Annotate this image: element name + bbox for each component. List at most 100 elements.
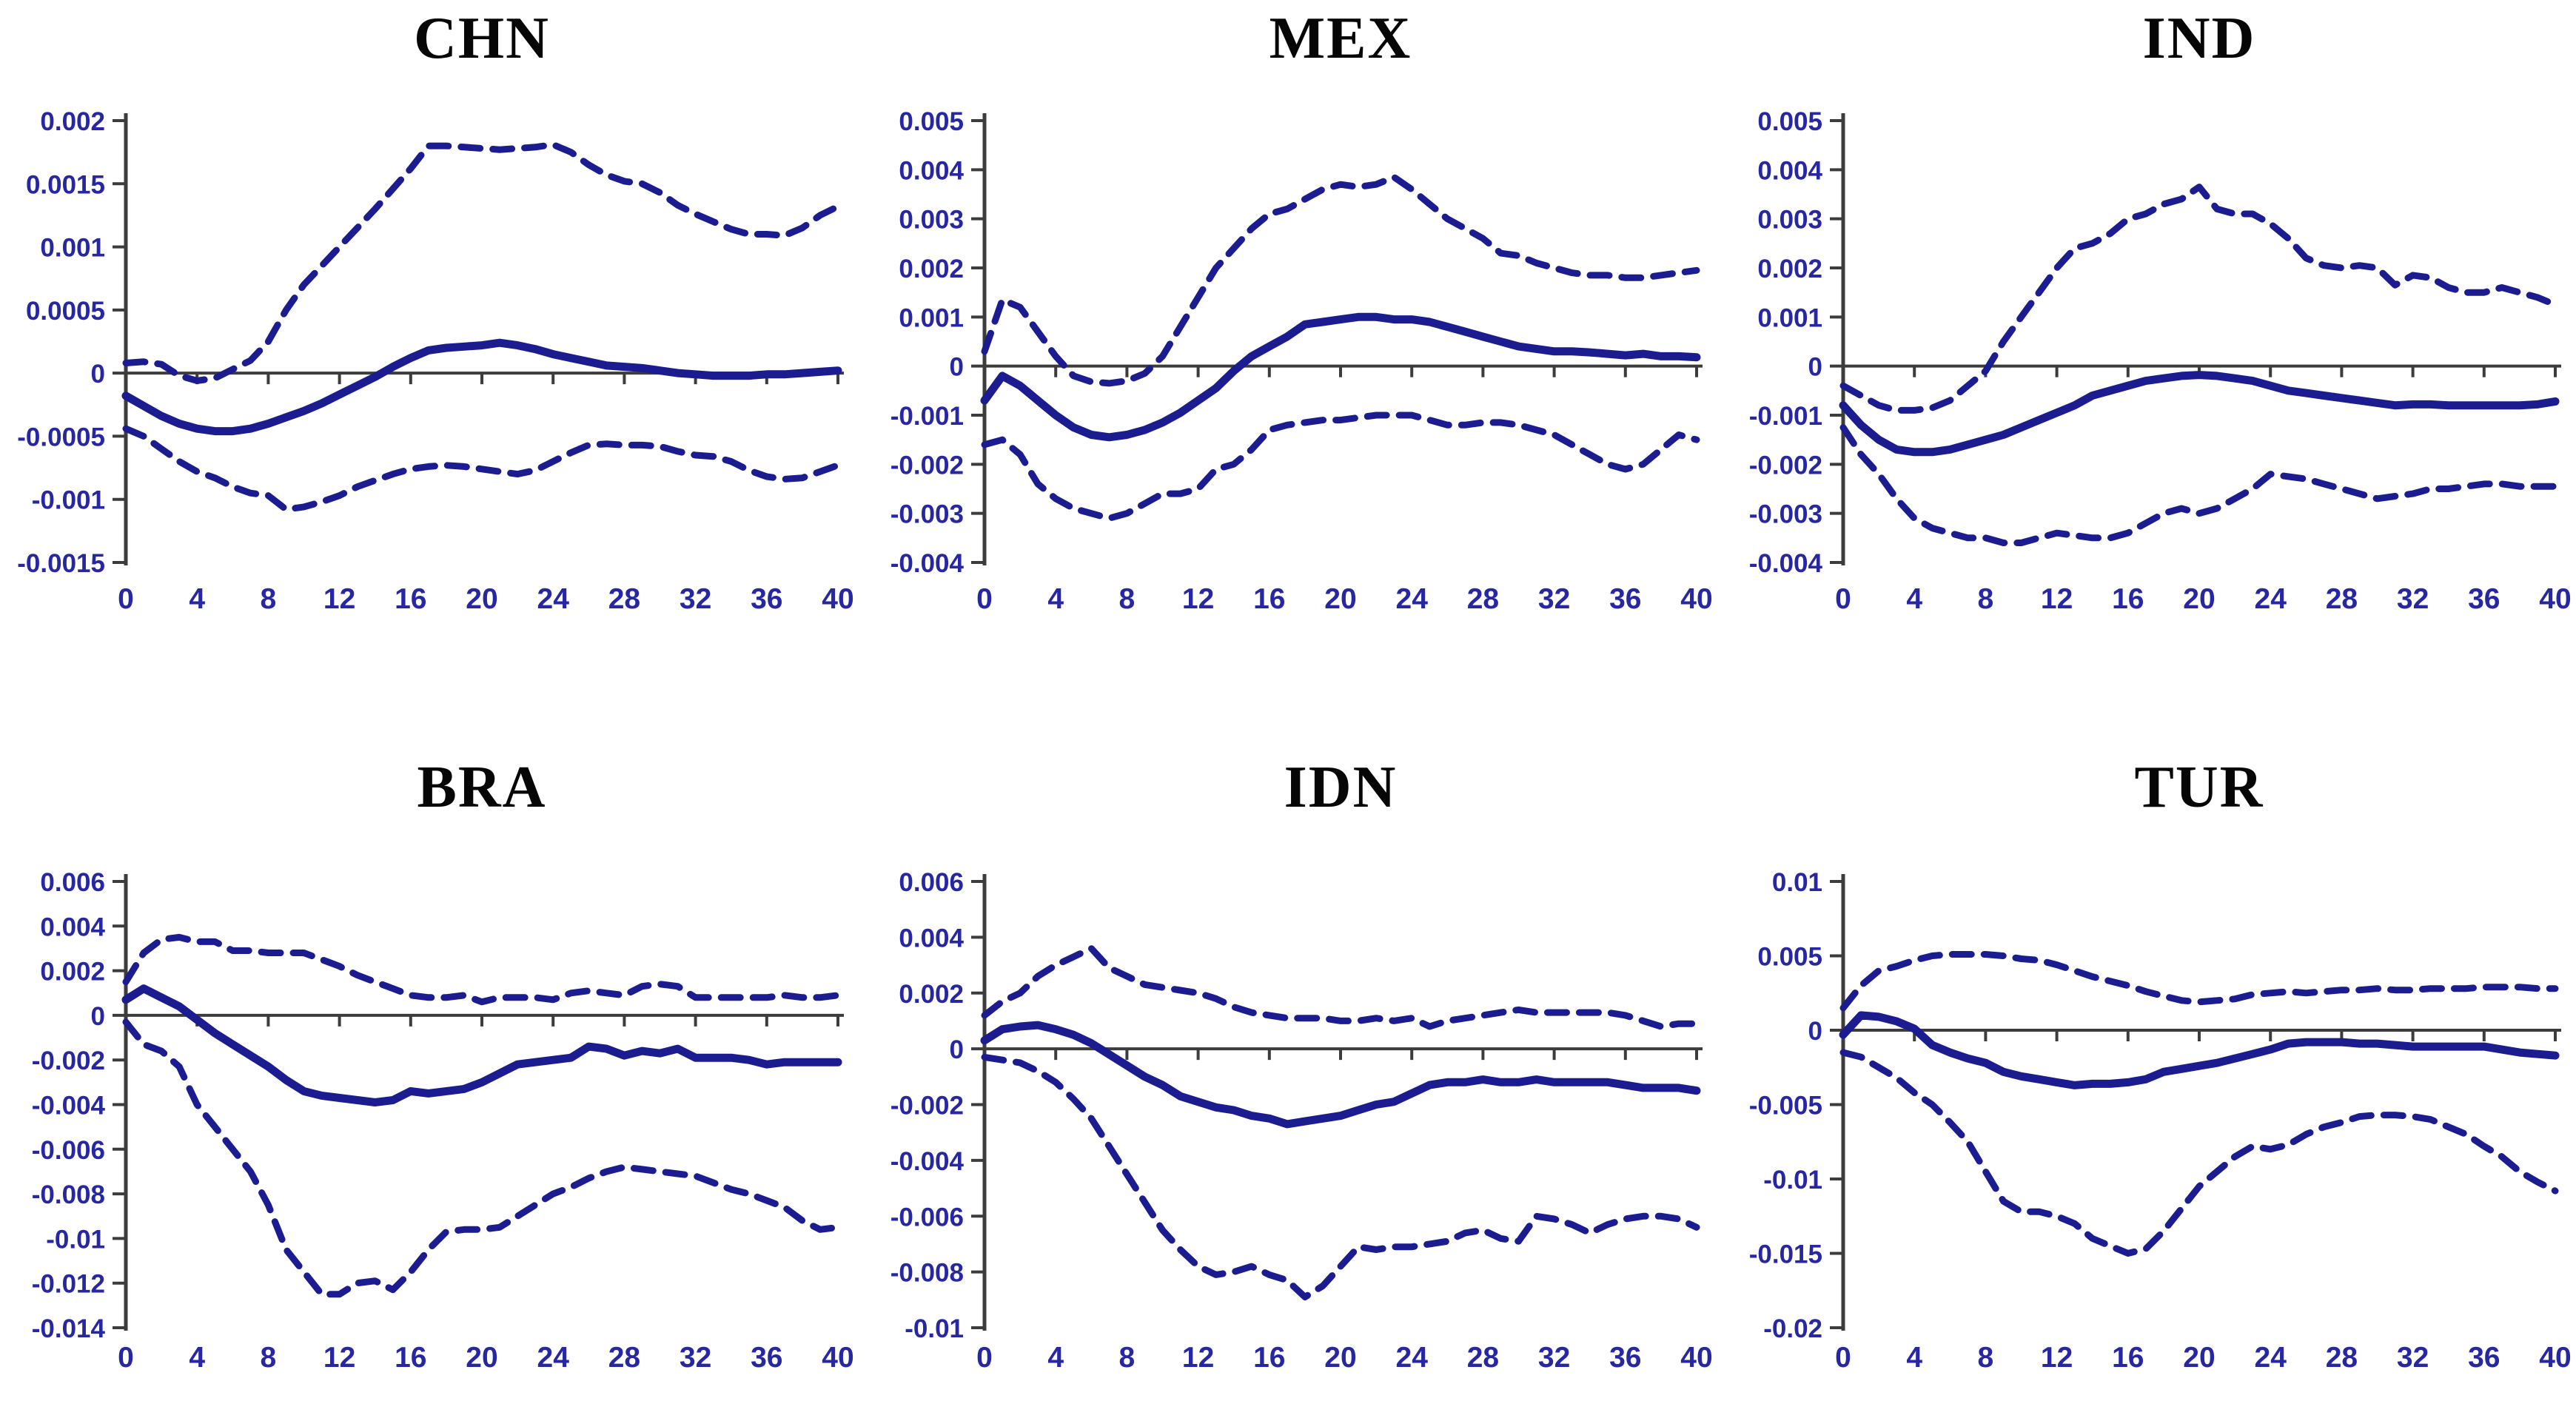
x-tick-label: 28 xyxy=(608,1342,640,1374)
y-tick-label: 0.01 xyxy=(1772,868,1822,897)
x-tick-label: 4 xyxy=(189,1342,205,1374)
x-tick-label: 16 xyxy=(1253,1342,1285,1374)
y-tick-label: -0.01 xyxy=(46,1225,105,1254)
chart-ind: IND 0.005 0.004 0.003 0.002 0.001 0 -0.001 -0.0… xyxy=(1717,0,2576,700)
y-tick-label: -0.001 xyxy=(1749,402,1822,431)
chart-title-bra: BRA xyxy=(417,755,547,820)
y-tick-label: -0.002 xyxy=(890,1092,964,1121)
y-tick-label: -0.004 xyxy=(890,549,965,578)
x-tick-label: 16 xyxy=(1253,583,1285,615)
x-tick-label: 20 xyxy=(2183,583,2215,615)
y-tick-label: -0.004 xyxy=(32,1092,106,1121)
y-tick-label: 0.004 xyxy=(1757,156,1822,185)
x-tick-label: 16 xyxy=(2112,1342,2144,1374)
series-lower xyxy=(122,425,842,513)
y-tick-label: 0 xyxy=(91,360,105,389)
y-tick-label: -0.01 xyxy=(905,1314,964,1343)
y-tick-label: 0.002 xyxy=(40,107,105,136)
y-tick-label: 0.006 xyxy=(899,868,964,897)
y-tick-label: -0.004 xyxy=(1749,549,1823,578)
y-tick-label: -0.002 xyxy=(890,451,964,480)
y-tick-label: 0 xyxy=(91,1002,105,1031)
chart-title-tur: TUR xyxy=(2134,755,2264,820)
chart-title-mex: MEX xyxy=(1269,6,1412,71)
x-tick-label: 0 xyxy=(1835,1342,1851,1374)
x-tick-label: 0 xyxy=(1835,583,1851,615)
y-tick-label: 0.001 xyxy=(1757,303,1822,332)
x-tick-label: 0 xyxy=(976,1342,993,1374)
y-tick-label: -0.0015 xyxy=(17,549,105,578)
x-tick-label: 24 xyxy=(1396,583,1429,615)
x-tick-label: 28 xyxy=(1467,583,1499,615)
x-tick-label: 4 xyxy=(189,583,205,615)
x-tick-label: 8 xyxy=(1119,583,1136,615)
x-tick-label: 24 xyxy=(537,583,570,615)
x-tick-label: 40 xyxy=(2539,583,2571,615)
y-tick-label: -0.001 xyxy=(890,402,964,431)
series-center xyxy=(980,312,1701,442)
y-tick-label: -0.008 xyxy=(890,1259,964,1288)
x-tick-label: 28 xyxy=(608,583,640,615)
x-tick-label: 12 xyxy=(1182,583,1214,615)
x-tick-label: 0 xyxy=(118,1342,134,1374)
x-tick-label: 40 xyxy=(822,583,853,615)
series-center xyxy=(121,984,842,1106)
series-center xyxy=(1839,1011,2560,1089)
x-tick-label: 8 xyxy=(1978,583,1994,615)
y-tick-label: 0.002 xyxy=(899,255,964,283)
y-tick-label: -0.012 xyxy=(32,1270,105,1299)
chart-tur: TUR 0.01 0.005 0 -0.005 -0.01 -0.015 -0.02 0 4 8 1… xyxy=(1717,700,2576,1401)
x-tick-label: 20 xyxy=(1324,583,1356,615)
y-tick-label: -0.015 xyxy=(1749,1240,1822,1269)
y-tick-label: -0.003 xyxy=(1749,500,1822,529)
x-tick-label: 24 xyxy=(1396,1342,1429,1374)
y-tick-label: -0.01 xyxy=(1763,1166,1822,1195)
y-tick-label: 0.005 xyxy=(1757,943,1822,972)
x-tick-label: 8 xyxy=(261,1342,277,1374)
chart-plot-tur: 0.01 0.005 0 -0.005 -0.01 -0.015 -0.02 0 4 8 12 16 2… xyxy=(1749,868,2572,1374)
x-tick-label: 36 xyxy=(751,1342,782,1374)
x-tick-label: 20 xyxy=(466,583,497,615)
y-tick-label: 0.001 xyxy=(40,234,105,263)
x-tick-label: 32 xyxy=(2397,583,2429,615)
y-tick-label: 0.006 xyxy=(40,868,105,897)
chart-bra: BRA 0.006 0.004 0.002 0 -0.002 -0.004 -0.006 -0… xyxy=(0,700,859,1401)
y-tick-label: 0 xyxy=(950,1035,964,1064)
y-tick-label: 0.002 xyxy=(1757,255,1822,283)
x-tick-label: 32 xyxy=(1538,583,1570,615)
y-tick-label: 0.005 xyxy=(1757,107,1822,136)
series-center xyxy=(121,338,842,436)
y-tick-label: -0.006 xyxy=(890,1203,964,1232)
y-tick-label: -0.0005 xyxy=(17,423,105,451)
series-upper xyxy=(122,141,842,384)
chart-plot-bra: 0.006 0.004 0.002 0 -0.002 -0.004 -0.006 -0.008… xyxy=(32,868,854,1374)
x-tick-label: 8 xyxy=(261,583,277,615)
x-tick-label: 0 xyxy=(118,583,134,615)
x-tick-label: 32 xyxy=(2397,1342,2429,1374)
x-tick-label: 4 xyxy=(1906,583,1922,615)
x-tick-label: 16 xyxy=(395,1342,426,1374)
x-tick-label: 40 xyxy=(2539,1342,2571,1374)
x-tick-label: 24 xyxy=(2255,583,2287,615)
y-tick-label: -0.006 xyxy=(32,1136,105,1165)
x-tick-label: 24 xyxy=(2255,1342,2287,1374)
x-tick-label: 40 xyxy=(822,1342,853,1374)
x-tick-label: 12 xyxy=(323,1342,355,1374)
series-upper xyxy=(981,173,1700,387)
y-tick-label: -0.02 xyxy=(1763,1314,1822,1343)
x-tick-label: 36 xyxy=(1609,583,1641,615)
x-tick-label: 40 xyxy=(1680,583,1712,615)
x-tick-label: 32 xyxy=(680,583,711,615)
x-tick-label: 20 xyxy=(1324,1342,1356,1374)
x-tick-label: 36 xyxy=(2468,1342,2500,1374)
x-tick-label: 32 xyxy=(680,1342,711,1374)
x-tick-label: 20 xyxy=(466,1342,497,1374)
y-tick-label: 0 xyxy=(1808,1017,1822,1046)
x-tick-label: 28 xyxy=(2326,583,2358,615)
y-tick-label: 0.004 xyxy=(40,913,105,941)
chart-title-chn: CHN xyxy=(414,6,550,71)
series-center xyxy=(1839,371,2560,457)
y-tick-label: 0.004 xyxy=(899,156,964,185)
y-tick-label: -0.003 xyxy=(890,500,964,529)
